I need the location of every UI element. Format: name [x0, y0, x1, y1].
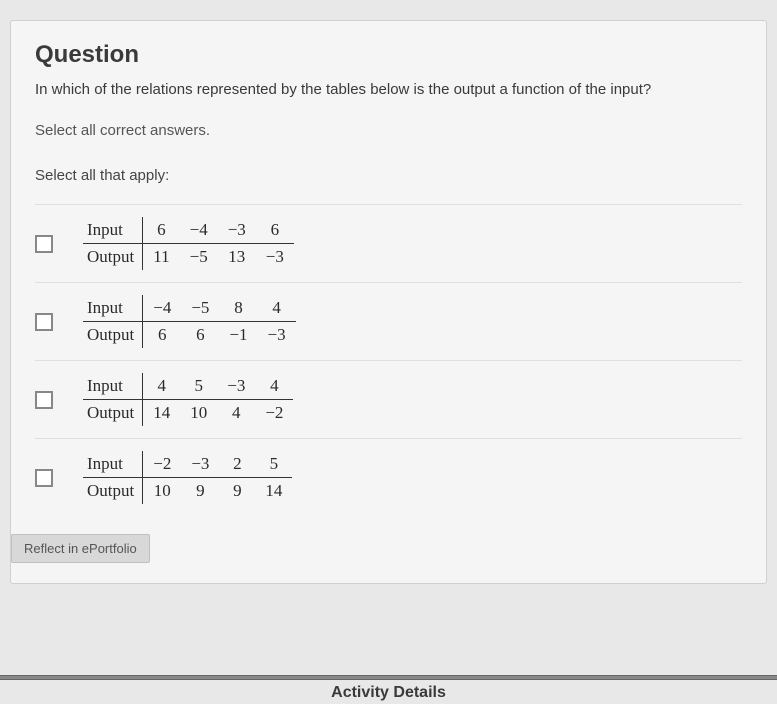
table-cell: 4	[258, 295, 296, 322]
relation-table-1: Input 6 −4 −3 6 Output 11 −5 13 −3	[83, 217, 294, 270]
table-cell: −3	[258, 322, 296, 349]
table-cell: 4	[217, 400, 255, 427]
table-cell: 11	[143, 244, 180, 271]
output-label: Output	[83, 400, 143, 427]
input-label: Input	[83, 373, 143, 400]
table-cell: 14	[143, 400, 181, 427]
table-cell: −5	[180, 244, 218, 271]
option-row-4: Input −2 −3 2 5 Output 10 9 9 14	[35, 438, 742, 516]
table-cell: 10	[143, 478, 182, 505]
input-label: Input	[83, 217, 143, 244]
output-label: Output	[83, 478, 143, 505]
table-cell: 14	[255, 478, 292, 505]
table-cell: 4	[143, 373, 181, 400]
table-cell: 6	[256, 217, 294, 244]
input-label: Input	[83, 295, 143, 322]
table-cell: −4	[180, 217, 218, 244]
checkbox-4[interactable]	[35, 469, 53, 487]
option-row-1: Input 6 −4 −3 6 Output 11 −5 13 −3	[35, 204, 742, 282]
table-cell: 6	[143, 217, 180, 244]
table-cell: −2	[143, 451, 182, 478]
table-cell: 5	[255, 451, 292, 478]
question-panel: Question In which of the relations repre…	[10, 20, 767, 584]
table-cell: −3	[218, 217, 256, 244]
question-title: Question	[35, 41, 742, 69]
table-cell: −2	[255, 400, 293, 427]
divider-bar	[0, 675, 777, 680]
select-all-text: Select all that apply:	[35, 167, 742, 184]
table-cell: 13	[218, 244, 256, 271]
question-text: In which of the relations represented by…	[35, 79, 742, 100]
table-cell: 4	[255, 373, 293, 400]
input-label: Input	[83, 451, 143, 478]
instruction-text: Select all correct answers.	[35, 122, 742, 139]
option-row-3: Input 4 5 −3 4 Output 14 10 4 −2	[35, 360, 742, 438]
relation-table-4: Input −2 −3 2 5 Output 10 9 9 14	[83, 451, 292, 504]
checkbox-2[interactable]	[35, 313, 53, 331]
table-cell: −3	[181, 451, 219, 478]
table-cell: 2	[219, 451, 255, 478]
option-row-2: Input −4 −5 8 4 Output 6 6 −1 −3	[35, 282, 742, 360]
table-cell: 8	[219, 295, 257, 322]
table-cell: 6	[181, 322, 219, 349]
table-cell: −5	[181, 295, 219, 322]
output-label: Output	[83, 244, 143, 271]
checkbox-1[interactable]	[35, 235, 53, 253]
table-cell: −1	[219, 322, 257, 349]
table-cell: 9	[181, 478, 219, 505]
relation-table-2: Input −4 −5 8 4 Output 6 6 −1 −3	[83, 295, 296, 348]
reflect-button[interactable]: Reflect in ePortfolio	[11, 534, 150, 563]
output-label: Output	[83, 322, 143, 349]
table-cell: −3	[256, 244, 294, 271]
table-cell: −3	[217, 373, 255, 400]
activity-details-heading: Activity Details	[0, 684, 777, 702]
table-cell: 5	[180, 373, 217, 400]
table-cell: 10	[180, 400, 217, 427]
relation-table-3: Input 4 5 −3 4 Output 14 10 4 −2	[83, 373, 293, 426]
table-cell: 9	[219, 478, 255, 505]
table-cell: −4	[143, 295, 182, 322]
table-cell: 6	[143, 322, 182, 349]
checkbox-3[interactable]	[35, 391, 53, 409]
